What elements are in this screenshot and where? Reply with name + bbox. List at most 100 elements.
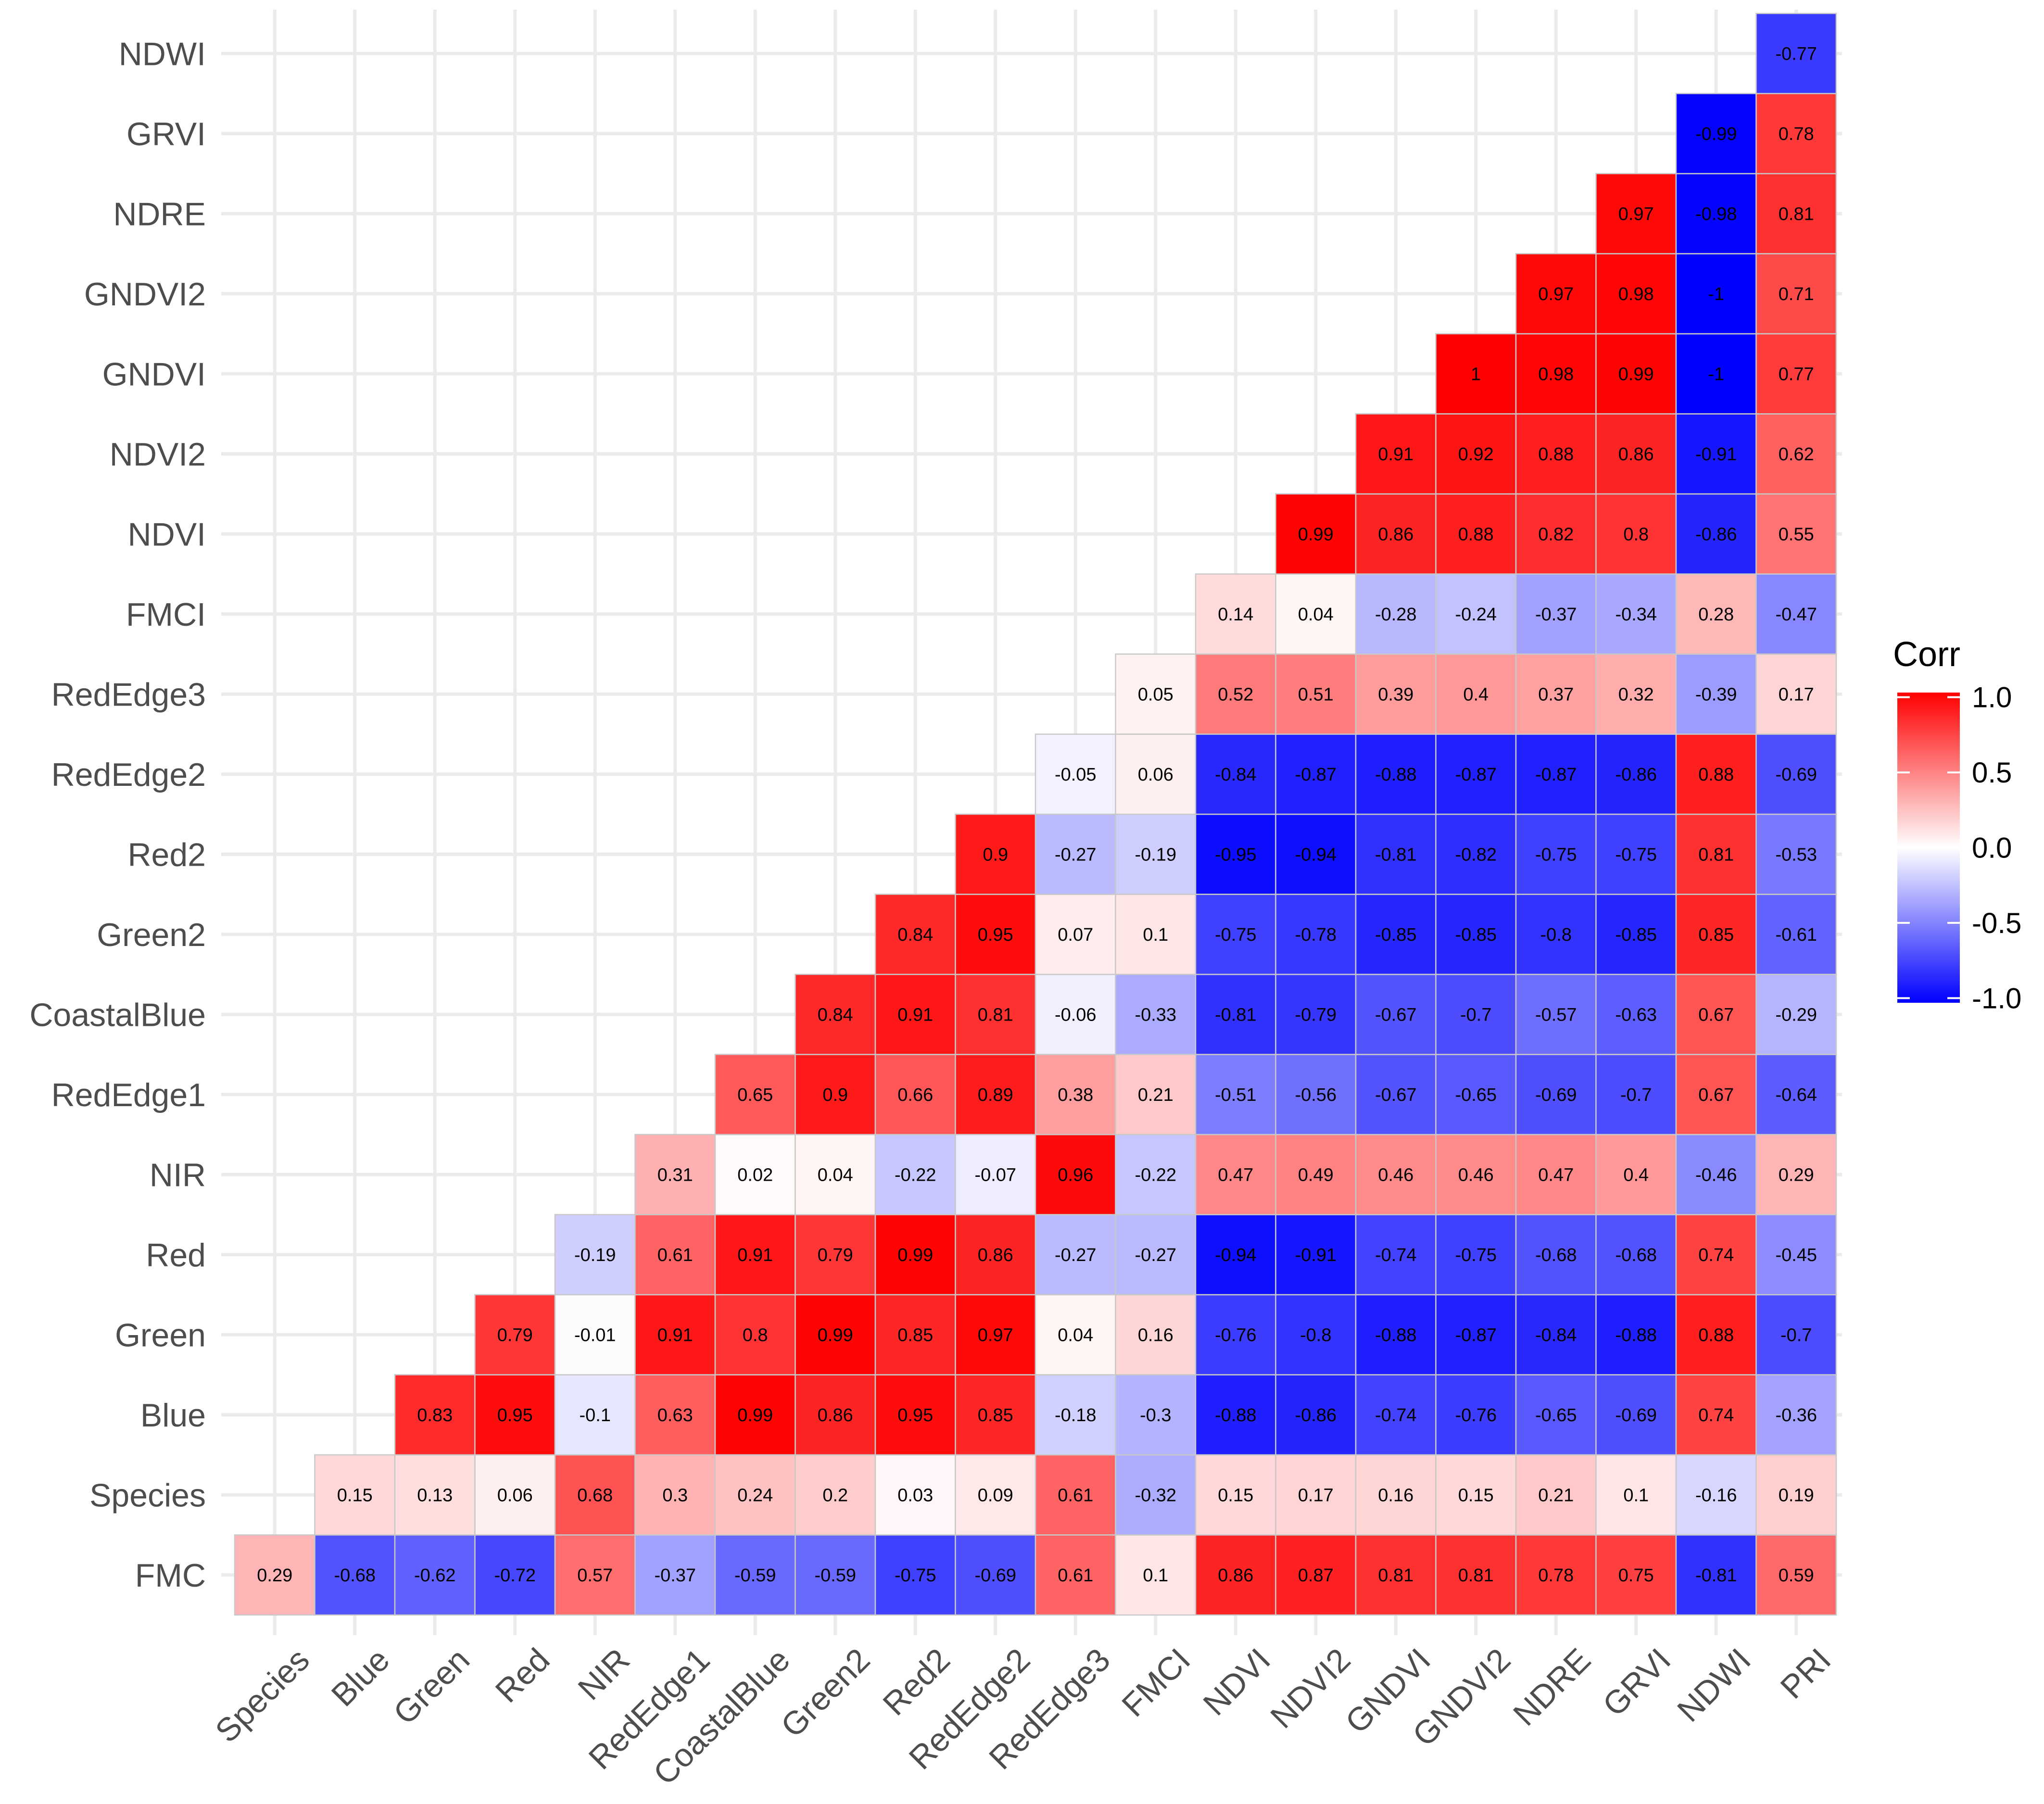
y-tick-label: GNDVI [102, 356, 206, 392]
heatmap-cell [955, 1294, 1036, 1375]
heatmap-cell [1355, 813, 1437, 895]
heatmap-cell [394, 1534, 476, 1616]
y-tick-label: NDRE [113, 196, 206, 232]
heatmap-cell [1595, 733, 1677, 815]
heatmap-cell [1515, 733, 1597, 815]
heatmap-cell [955, 813, 1036, 895]
cell-value-label: -0.51 [1215, 1085, 1257, 1105]
heatmap-cell [1595, 973, 1677, 1055]
cell-value-label: -0.07 [974, 1165, 1016, 1185]
cell-value-label: 0.19 [1779, 1485, 1814, 1505]
cell-value-label: 0.91 [657, 1325, 693, 1345]
cell-value-label: 0.97 [1538, 284, 1574, 304]
legend-tick-label: 1.0 [1972, 681, 2012, 714]
heatmap-cell [474, 1534, 556, 1616]
cell-value-label: -0.95 [1215, 845, 1257, 865]
heatmap-cell [1755, 1054, 1837, 1135]
heatmap-cell [1595, 173, 1677, 254]
cell-value-label: -0.53 [1775, 845, 1817, 865]
heatmap-cell [1035, 1134, 1116, 1215]
cell-value-label: -0.69 [1775, 765, 1817, 785]
y-tick-label: RedEdge1 [51, 1077, 206, 1113]
heatmap-cell [1275, 894, 1357, 975]
heatmap-cell [1035, 1454, 1116, 1536]
heatmap-cell [874, 1294, 956, 1375]
cell-value-label: 0.65 [737, 1085, 773, 1105]
legend-tick-label: 0.5 [1972, 757, 2012, 789]
heatmap-cell [1755, 413, 1837, 495]
heatmap-cell [1035, 1374, 1116, 1456]
y-tick-label: CoastalBlue [29, 997, 206, 1033]
cell-value-label: 0.79 [818, 1245, 853, 1265]
heatmap-cell [1515, 1374, 1597, 1456]
heatmap-cell [1675, 813, 1757, 895]
heatmap-cell [1275, 653, 1357, 735]
cell-value-label: 0.1 [1143, 1565, 1168, 1586]
heatmap-cell [474, 1294, 556, 1375]
heatmap-cell [1595, 1134, 1677, 1215]
cell-value-label: -0.87 [1535, 765, 1577, 785]
cell-value-label: 0.63 [657, 1405, 693, 1426]
cell-value-label: -0.47 [1775, 605, 1817, 625]
cell-value-label: 0.62 [1779, 444, 1814, 465]
cell-value-label: 0.86 [818, 1405, 853, 1426]
cell-value-label: -0.28 [1375, 605, 1417, 625]
heatmap-cell [1515, 1054, 1597, 1135]
heatmap-cell [1515, 1534, 1597, 1616]
cell-value-label: 0.68 [577, 1485, 613, 1505]
heatmap-cell [1755, 653, 1837, 735]
cell-value-label: -0.74 [1375, 1405, 1417, 1426]
cell-value-label: -0.69 [1615, 1405, 1657, 1426]
cell-value-label: 0.51 [1298, 684, 1334, 705]
heatmap-cell [874, 1134, 956, 1215]
heatmap-cell [1195, 1374, 1276, 1456]
cell-value-label: -0.19 [574, 1245, 616, 1265]
cell-value-label: -0.72 [494, 1565, 536, 1586]
heatmap-cell [1355, 894, 1437, 975]
cell-value-label: -0.82 [1455, 845, 1497, 865]
heatmap-cell [874, 1374, 956, 1456]
heatmap-cell [874, 1214, 956, 1296]
heatmap-cell [1275, 493, 1357, 575]
heatmap-cell [1275, 1134, 1357, 1215]
heatmap-cell [955, 894, 1036, 975]
cell-value-label: 0.91 [897, 1005, 933, 1025]
cell-value-label: 0.99 [737, 1405, 773, 1426]
cell-value-label: 0.16 [1138, 1325, 1173, 1345]
heatmap-cell [714, 1534, 796, 1616]
heatmap-cell [1595, 894, 1677, 975]
heatmap-cell [554, 1534, 636, 1616]
heatmap-cell [1595, 653, 1677, 735]
heatmap-cell [314, 1454, 396, 1536]
y-tick-label: FMC [135, 1557, 206, 1594]
heatmap-cell [1435, 1374, 1517, 1456]
heatmap-cell [1675, 1214, 1757, 1296]
y-tick-label: Blue [140, 1397, 206, 1434]
heatmap-cell [1355, 573, 1437, 655]
heatmap-cell [1755, 13, 1837, 94]
y-tick-label: Green2 [97, 917, 206, 953]
cell-value-label: -0.22 [895, 1165, 936, 1185]
cell-value-label: 0.1 [1143, 925, 1168, 945]
cell-value-label: -0.84 [1215, 765, 1257, 785]
heatmap-cell [795, 973, 876, 1055]
cell-value-label: 0.9 [822, 1085, 848, 1105]
heatmap-cell [1595, 813, 1677, 895]
cell-value-label: -0.62 [414, 1565, 456, 1586]
cell-value-label: -0.88 [1615, 1325, 1657, 1345]
heatmap-cell [795, 1534, 876, 1616]
cell-value-label: 0.28 [1698, 605, 1734, 625]
cell-value-label: 0.07 [1058, 925, 1093, 945]
cell-value-label: 0.78 [1779, 124, 1814, 144]
cell-value-label: 0.95 [897, 1405, 933, 1426]
cell-value-label: -0.81 [1215, 1005, 1257, 1025]
cell-value-label: -0.75 [895, 1565, 936, 1586]
heatmap-cell [1595, 573, 1677, 655]
heatmap-cell [1115, 813, 1197, 895]
legend-tick-label: -1.0 [1972, 982, 2021, 1014]
cell-value-label: 0.66 [897, 1085, 933, 1105]
cell-value-label: -0.57 [1535, 1005, 1577, 1025]
heatmap-cell [795, 1054, 876, 1135]
cell-value-label: 0.4 [1623, 1165, 1649, 1185]
